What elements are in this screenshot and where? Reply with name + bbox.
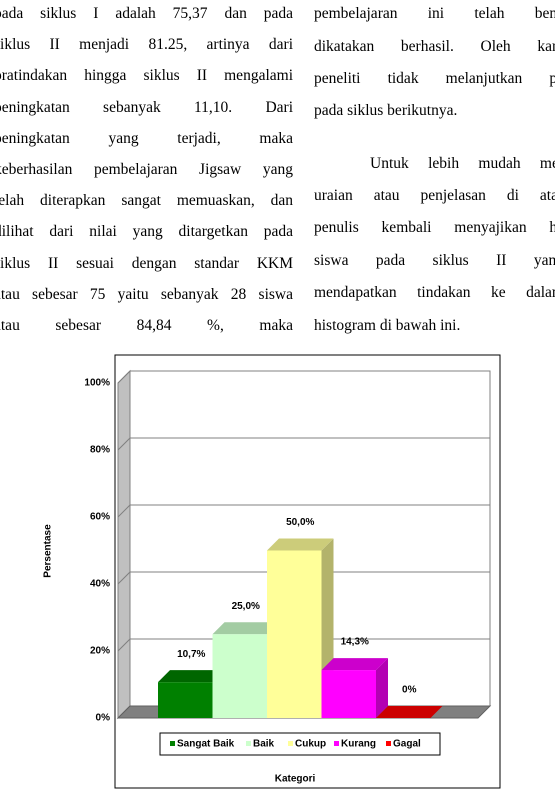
legend-box	[159, 732, 441, 756]
y-axis-title: Persentase	[43, 524, 54, 578]
text-line: siswa pada siklus II yang	[314, 252, 555, 269]
grid-line-side	[117, 370, 131, 384]
text-line: peneliti tidak melanjutkan pe	[314, 70, 555, 87]
side-wall	[117, 369, 131, 720]
legend-label: Kurang	[341, 739, 376, 750]
y-tick-label: 20%	[90, 646, 110, 657]
legend: Sangat Baik Baik Cukup Kurang Gagal	[159, 732, 441, 756]
text-line: atau sebesar 75 yaitu sebanyak 28 siswa	[0, 285, 293, 303]
text-line: pratindakan hingga siklus II mengalami	[0, 67, 293, 85]
bar-side	[376, 658, 388, 718]
bar-top	[212, 622, 279, 635]
y-tick-label: 80%	[90, 445, 110, 456]
text-line: peningkatan yang terjadi, maka	[0, 129, 293, 147]
legend-swatch	[288, 741, 293, 746]
text-line: telah diterapkan sangat memuaskan, dan	[0, 192, 293, 210]
text-line: penulis kembali menyajikan ha	[314, 219, 555, 236]
data-label: 14,3%	[341, 637, 369, 648]
data-label: 50,0%	[286, 517, 314, 528]
legend-label: Gagal	[393, 739, 421, 750]
text-line: mendapatkan tindakan ke dalam	[314, 284, 555, 301]
text-line: pembelajaran ini telah bena	[314, 5, 555, 22]
data-label: 10,7%	[177, 649, 205, 660]
text-line: siklus II sesuai dengan standar KKM	[0, 254, 293, 272]
grid-line-side	[117, 504, 131, 518]
bar	[158, 682, 213, 718]
y-tick-label: 100%	[84, 378, 110, 389]
text-line: pada siklus berikutnya.	[314, 102, 458, 119]
legend-swatch	[334, 741, 339, 746]
data-label: 25,0%	[232, 601, 260, 612]
text-line: keberhasilan pembelajaran Jigsaw yang	[0, 161, 293, 178]
legend-label: Cukup	[295, 739, 326, 750]
text-line: pada siklus I adalah 75,37 dan pada	[0, 5, 293, 22]
grid-line-side	[117, 638, 131, 652]
y-tick-label: 40%	[90, 579, 110, 590]
x-axis-title: Kategori	[275, 774, 316, 785]
text-line: dikatakan berhasil. Oleh kare	[314, 38, 555, 55]
text-line: siklus II menjadi 81.25, artinya dari	[0, 36, 293, 54]
text-line: Untuk lebih mudah mer	[370, 155, 555, 172]
text-line: uraian atau penjelasan di atas	[314, 187, 555, 204]
legend-swatch	[386, 741, 391, 746]
grid-line-side	[117, 437, 131, 451]
legend-swatch	[170, 741, 175, 746]
y-tick-label: 0%	[96, 713, 111, 724]
legend-label: Baik	[253, 739, 275, 750]
bar	[267, 550, 322, 718]
bar-top	[267, 538, 334, 551]
bar	[212, 634, 267, 718]
legend-swatch	[246, 741, 251, 746]
text-line: dilihat dari nilai yang ditargetkan pada	[0, 223, 293, 241]
text-line: atau sebesar 84,84 %, maka	[0, 317, 293, 334]
bar	[321, 670, 376, 718]
grid-line-side	[117, 571, 131, 585]
y-tick-label: 60%	[90, 512, 110, 523]
bar-top	[158, 670, 225, 683]
bar-top	[321, 658, 388, 671]
text-line: histogram di bawah ini.	[314, 317, 461, 334]
text-line: peningkatan sebanyak 11,10. Dari	[0, 98, 293, 116]
data-label: 0%	[402, 685, 417, 696]
bar-top	[376, 706, 443, 718]
legend-label: Sangat Baik	[177, 739, 235, 750]
